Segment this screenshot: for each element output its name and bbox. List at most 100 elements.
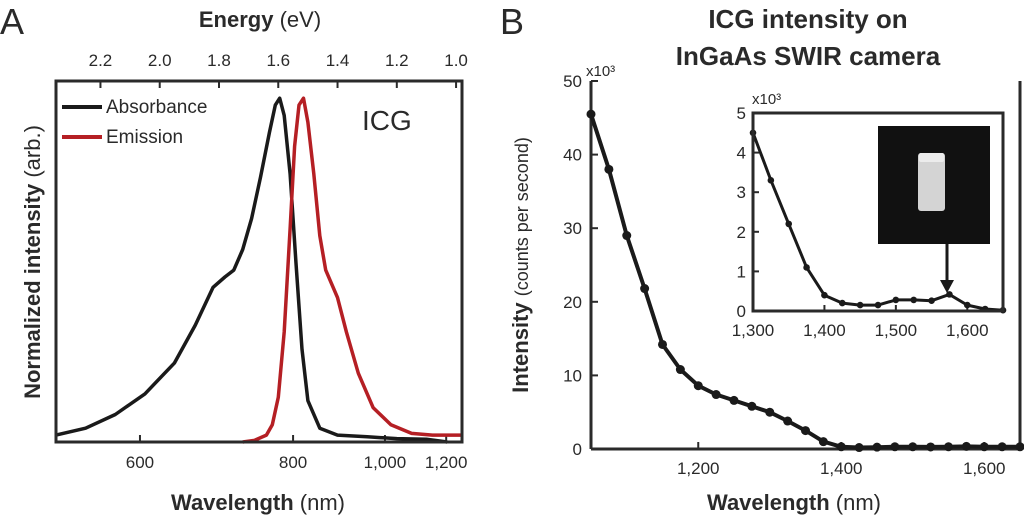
inset-y-multiplier: x10³ — [752, 91, 781, 108]
y-axis-label-bold: Normalized intensity — [20, 183, 45, 399]
b-data-point — [658, 339, 667, 349]
b-data-point — [961, 441, 971, 451]
b-y-tick-label: 40 — [563, 146, 582, 165]
b-x-label-bold: Wavelength — [707, 490, 830, 515]
b-data-point — [622, 231, 632, 241]
inset-y-tick-label: 1 — [737, 262, 746, 281]
panel-a-bottom-ticks: 600 800 1,000 1,200 — [126, 435, 468, 472]
top-tick-label: 1.4 — [326, 51, 350, 70]
top-tick-label: 1.6 — [266, 51, 290, 70]
b-data-point — [944, 442, 953, 452]
b-y-tick-label: 20 — [563, 293, 582, 312]
panel-b: B ICG intensity on InGaAs SWIR camera x1… — [500, 1, 1024, 515]
panel-a-top-axis-label: Energy (eV) — [199, 7, 321, 32]
b-data-point — [675, 365, 685, 375]
inset-x-tick-label: 1,500 — [875, 321, 918, 340]
b-x-tick-label: 1,400 — [820, 459, 863, 478]
b-data-point — [997, 442, 1007, 452]
inset-data-point — [856, 301, 864, 309]
b-y-label-unit: (counts per second) — [512, 137, 532, 296]
b-data-point — [818, 437, 828, 447]
b-y-tick-label: 30 — [563, 219, 582, 238]
bottom-tick-label: 800 — [279, 453, 307, 472]
bottom-axis-label-unit: (nm) — [300, 490, 345, 515]
b-x-tick-label: 1,600 — [963, 459, 1006, 478]
panel-b-inset: x10³ 0 1 2 3 4 5 1,300 1,400 1,500 1,600 — [732, 91, 1007, 340]
b-x-tick-label: 1,200 — [677, 459, 720, 478]
b-data-point — [711, 390, 721, 400]
inset-y-tick-label: 4 — [737, 144, 746, 163]
top-axis-label-unit: (eV) — [280, 7, 322, 32]
b-data-point — [836, 442, 846, 452]
panel-a: A Energy (eV) 2.2 2.0 1.8 1.6 1.4 1.2 1.0 600 8… — [0, 1, 468, 515]
panel-b-curve — [586, 109, 1024, 453]
inset-data-point — [946, 291, 953, 298]
inset-data-point — [767, 177, 775, 184]
b-data-point — [872, 442, 882, 452]
b-data-point — [1015, 442, 1024, 452]
panel-b-letter: B — [500, 1, 524, 42]
b-data-point — [979, 442, 989, 452]
series-line-absorbance — [55, 96, 448, 444]
b-data-point — [801, 426, 810, 436]
inset-y-tick-label: 0 — [737, 302, 746, 321]
panel-a-curves — [55, 96, 462, 444]
panel-a-legend: Absorbance Emission — [62, 97, 207, 148]
panel-a-letter: A — [0, 1, 24, 42]
top-tick-label: 1.2 — [385, 51, 409, 70]
inset-data-point — [785, 220, 793, 228]
panel-a-bottom-axis-label: Wavelength (nm) — [171, 490, 345, 515]
inset-data-point — [910, 296, 918, 304]
panel-a-top-ticks: 2.2 2.0 1.8 1.6 1.4 1.2 1.0 — [89, 51, 468, 88]
top-tick-label: 1.0 — [444, 51, 468, 70]
top-tick-label: 2.0 — [148, 51, 172, 70]
legend-emission-label: Emission — [106, 127, 183, 148]
panel-b-y-axis-label: Intensity (counts per second) — [508, 137, 533, 393]
panel-a-plot-frame — [54, 79, 464, 444]
bottom-tick-label: 1,000 — [364, 453, 407, 472]
b-data-point — [586, 109, 596, 119]
vial-image — [918, 153, 945, 211]
b-data-point — [908, 442, 918, 452]
b-data-point — [890, 442, 900, 452]
b-y-label-bold: Intensity — [508, 302, 533, 393]
inset-data-point — [928, 297, 935, 305]
inset-x-tick-label: 1,300 — [732, 321, 775, 340]
legend-absorbance-label: Absorbance — [106, 97, 207, 118]
bottom-tick-label: 600 — [126, 453, 154, 472]
inset-data-point — [821, 291, 828, 299]
inset-arrow-head — [940, 280, 954, 293]
inset-axes: 0 1 2 3 4 5 1,300 1,400 1,500 1,600 — [732, 104, 989, 340]
top-axis-label-bold: Energy — [199, 7, 274, 32]
y-axis-label-unit: (arb.) — [20, 125, 45, 178]
panel-b-y-multiplier: x10³ — [586, 63, 615, 80]
inset-curve — [749, 129, 1007, 314]
panel-a-annotation-icg: ICG — [362, 105, 412, 136]
inset-y-tick-label: 3 — [737, 183, 746, 202]
inset-y-tick-label: 5 — [737, 104, 746, 123]
b-data-point — [765, 407, 775, 417]
inset-data-point — [892, 296, 900, 304]
inset-x-tick-label: 1,600 — [946, 321, 989, 340]
bottom-axis-label-bold: Wavelength — [171, 490, 294, 515]
b-y-tick-label: 10 — [563, 366, 582, 385]
panel-b-x-axis-label: Wavelength (nm) — [707, 490, 881, 515]
b-data-point — [693, 381, 703, 391]
inset-data-point — [963, 301, 971, 309]
inset-data-point — [838, 299, 846, 307]
panel-b-title-line2: InGaAs SWIR camera — [676, 41, 941, 71]
vial-cap — [919, 153, 944, 162]
bottom-tick-label: 1,200 — [425, 453, 468, 472]
panel-a-y-axis-label: Normalized intensity (arb.) — [20, 125, 45, 399]
inset-frame — [751, 111, 1005, 313]
inset-data-point — [874, 301, 882, 309]
b-data-point — [729, 395, 739, 405]
b-data-point — [926, 442, 936, 452]
b-x-label-unit: (nm) — [836, 490, 881, 515]
b-data-point — [747, 401, 757, 411]
top-tick-label: 1.8 — [207, 51, 231, 70]
series-line-emission — [242, 96, 462, 444]
b-y-tick-label: 0 — [573, 440, 582, 459]
